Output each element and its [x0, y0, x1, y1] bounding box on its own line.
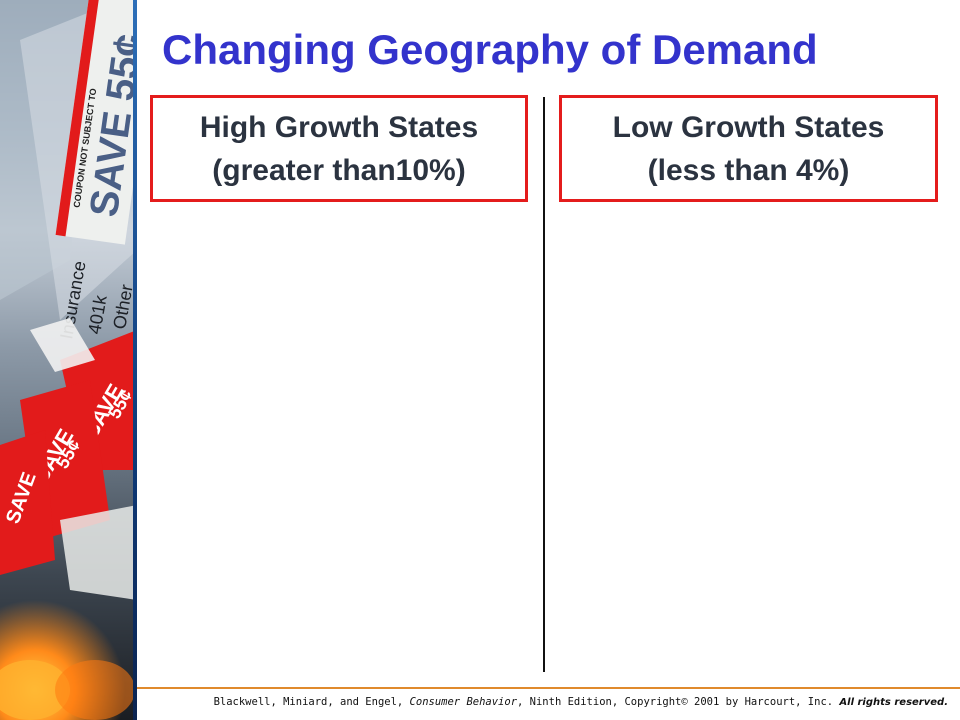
low-growth-threshold: (less than 4%) [647, 153, 850, 187]
rights-reserved: All rights reserved. [839, 697, 948, 708]
high-growth-heading: High Growth States [199, 110, 479, 144]
side-art-edge [133, 0, 137, 720]
citation-edition: , Ninth Edition, Copyright© 2001 by Harc… [517, 696, 840, 708]
footer-citation: Blackwell, Miniard, and Engel, Consumer … [214, 696, 948, 708]
low-growth-header-box: Low Growth States (less than 4%) [559, 95, 938, 202]
decorative-side-image: SAVE 55¢ COUPON NOT SUBJECT TO Insurance… [0, 0, 137, 720]
high-growth-header-box: High Growth States (greater than10%) [150, 95, 528, 202]
footer-rule [137, 687, 960, 689]
citation-authors: Blackwell, Miniard, and Engel, [213, 696, 410, 708]
slide-title: Changing Geography of Demand [162, 26, 818, 73]
coupon-collage-graphic: SAVE 55¢ COUPON NOT SUBJECT TO Insurance… [0, 0, 137, 720]
low-growth-heading: Low Growth States [612, 110, 885, 144]
high-growth-threshold: (greater than10%) [212, 153, 466, 187]
citation-book-title: Consumer Behavior [409, 696, 518, 708]
column-divider [543, 97, 545, 672]
svg-text:401k: 401k [84, 293, 111, 336]
